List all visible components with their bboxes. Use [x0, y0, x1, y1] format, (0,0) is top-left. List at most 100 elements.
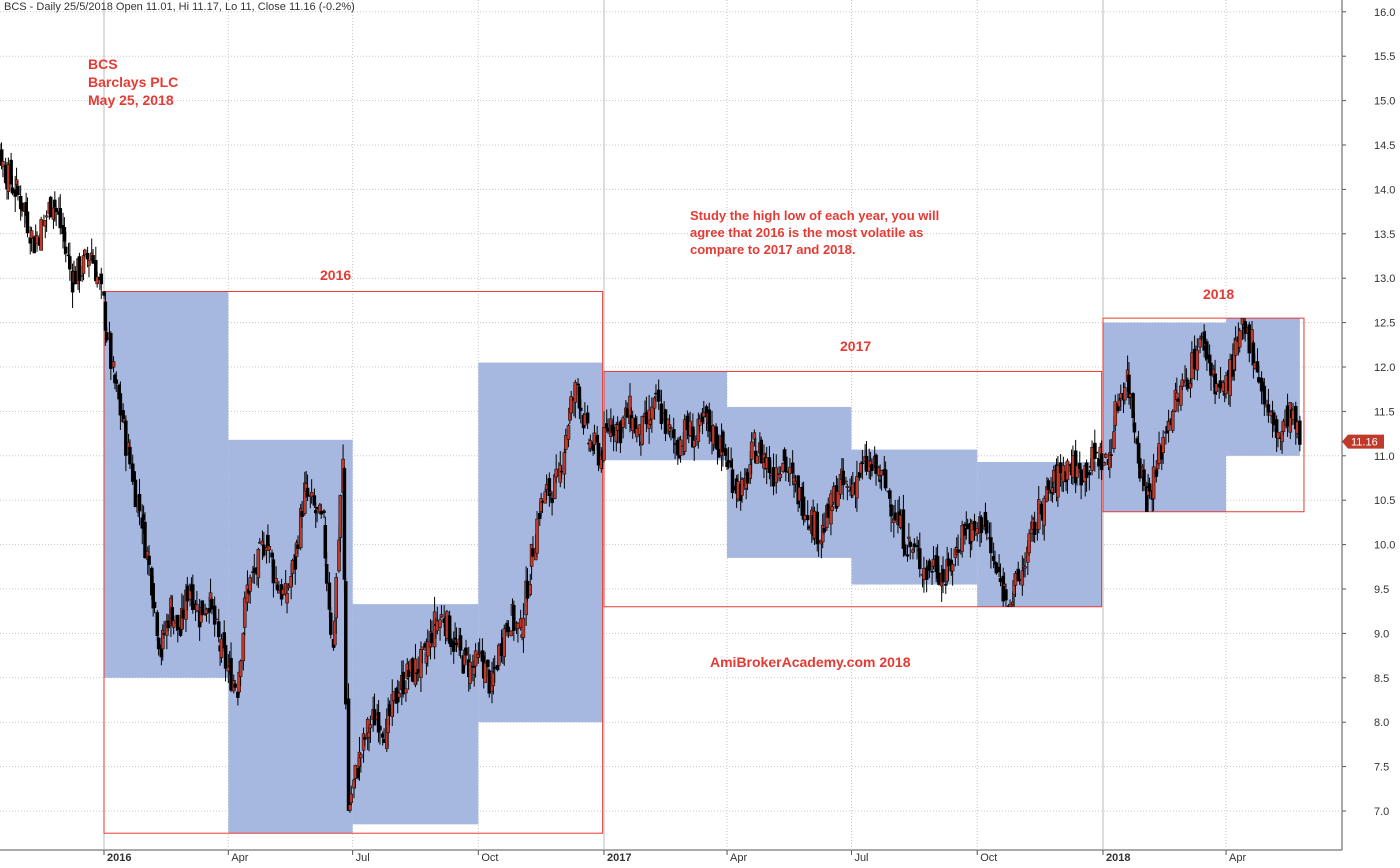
candle-body: [335, 577, 338, 618]
candle-body: [784, 457, 787, 472]
y-tick-label: 13.5: [1374, 229, 1395, 241]
candle-body: [55, 208, 58, 211]
candle-body: [224, 645, 227, 668]
candle-body: [563, 453, 566, 475]
note-line-3: compare to 2017 and 2018.: [690, 241, 939, 258]
candle-body: [942, 569, 945, 582]
candle-body: [128, 447, 131, 464]
candle-body: [306, 488, 309, 496]
x-tick-label: Oct: [481, 852, 498, 863]
candle-body: [153, 602, 156, 607]
x-tick-label: Apr: [231, 852, 248, 863]
candle-body: [257, 549, 260, 578]
candle-body: [1110, 455, 1113, 456]
candle-body: [404, 689, 407, 693]
quarter-range-box: [977, 462, 1101, 607]
candle-body: [567, 426, 570, 440]
candle-body: [909, 542, 912, 547]
candle-body: [1088, 472, 1091, 474]
candle-body: [329, 613, 332, 635]
candle-body: [884, 470, 887, 488]
date-label: May 25, 2018: [88, 91, 178, 109]
candle-body: [890, 505, 893, 517]
y-tick-label: 14.0: [1374, 184, 1395, 196]
candle-body: [266, 535, 269, 545]
x-tick-label: Apr: [730, 852, 747, 863]
y-tick-label: 13.0: [1374, 273, 1395, 285]
candle-body: [195, 604, 198, 610]
candle-body: [465, 648, 468, 655]
candle-body: [486, 660, 489, 667]
candle-body: [861, 463, 864, 464]
candle-body: [1028, 534, 1031, 553]
candle-body: [100, 274, 103, 284]
candle-body: [201, 601, 204, 615]
candle-body: [1004, 590, 1007, 601]
candle-body: [138, 494, 141, 511]
candle-body: [928, 561, 931, 571]
y-tick-label: 10.0: [1374, 540, 1395, 552]
candle-body: [286, 593, 289, 603]
y-tick-label: 10.5: [1374, 495, 1395, 507]
y-tick-label: 8.5: [1374, 673, 1389, 685]
candle-body: [87, 260, 90, 265]
candle-body: [823, 528, 826, 532]
y-tick-label: 11.5: [1374, 406, 1395, 418]
y-tick-label: 12.5: [1374, 318, 1395, 330]
candle-body: [322, 511, 325, 513]
candle-body: [439, 620, 442, 628]
candle-body: [855, 476, 858, 498]
candle-body: [510, 631, 513, 636]
candle-body: [239, 661, 242, 677]
x-tick-label: 2016: [107, 852, 131, 863]
candle-body: [1047, 481, 1050, 490]
candle-body: [951, 564, 954, 571]
candle-body: [215, 619, 218, 620]
candle-body: [1238, 330, 1241, 347]
candle-body: [369, 725, 372, 728]
candle-body: [268, 546, 271, 550]
candle-body: [45, 216, 48, 217]
watermark: AmiBrokerAcademy.com 2018: [710, 654, 911, 670]
candle-body: [53, 200, 56, 207]
year-label-2017: 2017: [840, 338, 871, 354]
y-tick-label: 15.0: [1374, 96, 1395, 108]
candle-body: [693, 440, 696, 446]
candle-body: [1263, 386, 1266, 404]
candle-body: [756, 456, 759, 463]
candle-body: [217, 622, 220, 637]
candle-body: [750, 442, 753, 460]
candle-body: [806, 515, 809, 520]
candle-body: [1066, 461, 1069, 480]
candle-body: [469, 662, 472, 683]
candle-body: [1043, 498, 1046, 525]
candle-body: [529, 584, 532, 594]
chart-header: BCS - Daily 25/5/2018 Open 11.01, Hi 11.…: [4, 1, 355, 13]
candle-body: [1148, 484, 1151, 492]
candle-body: [1104, 454, 1107, 457]
candle-body: [82, 256, 85, 274]
candle-body: [112, 362, 115, 368]
candle-body: [842, 471, 845, 485]
candle-body: [104, 302, 107, 331]
candle-body: [1133, 423, 1136, 433]
x-tick-label: Oct: [980, 852, 997, 863]
company-label: Barclays PLC: [88, 73, 178, 91]
ticker-annotation: BCS Barclays PLC May 25, 2018: [88, 55, 178, 109]
candle-body: [339, 495, 342, 537]
candle-body: [918, 548, 921, 568]
candle-body: [846, 486, 849, 487]
candle-body: [574, 382, 577, 402]
y-tick-label: 8.0: [1374, 717, 1389, 729]
candle-body: [398, 693, 401, 697]
x-tick-label: Jul: [356, 852, 370, 863]
candle-body: [325, 564, 328, 583]
candle-body: [1276, 432, 1279, 438]
ticker-label: BCS: [88, 55, 178, 73]
candle-body: [1123, 387, 1126, 400]
candle-body: [328, 583, 331, 610]
candle-body: [1100, 454, 1103, 470]
candle-body: [989, 537, 992, 553]
candle-body: [343, 468, 346, 579]
